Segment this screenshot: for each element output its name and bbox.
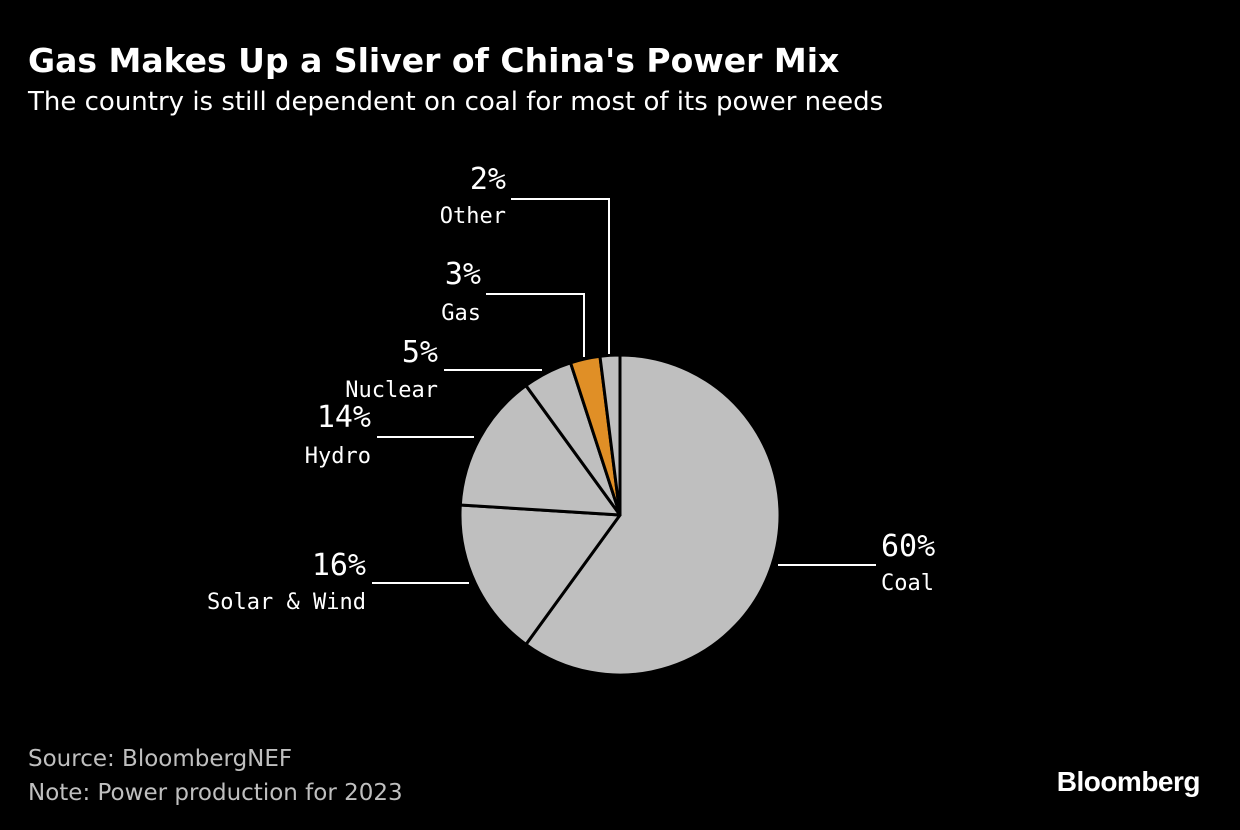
pie-slice-coal	[524, 353, 782, 677]
value-label-solar-and-wind: 16%	[312, 548, 366, 583]
pie-slice-hydro	[458, 384, 622, 517]
footer: Source: BloombergNEF Note: Power product…	[28, 742, 403, 810]
note-text: Note: Power production for 2023	[28, 780, 403, 806]
category-label-coal: Coal	[881, 571, 934, 596]
leader-line-gas	[486, 293, 585, 357]
value-label-hydro: 14%	[317, 400, 371, 435]
value-label-coal: 60%	[881, 529, 935, 564]
value-label-gas: 3%	[445, 257, 481, 292]
category-label-gas: Gas	[441, 301, 481, 326]
bloomberg-logo: Bloomberg	[1056, 766, 1201, 797]
leader-line-other	[511, 198, 610, 354]
pie-slice-solar-and-wind	[458, 503, 622, 646]
value-label-nuclear: 5%	[402, 335, 438, 370]
pie-labels: 60% Coal 16% Solar & Wind 14% Hydro 5% Nuclear 3…	[207, 162, 935, 615]
category-label-nuclear: Nuclear	[345, 378, 438, 403]
chart-title: Gas Makes Up a Sliver of China's Power M…	[28, 41, 840, 80]
category-label-hydro: Hydro	[305, 444, 371, 469]
chart-subtitle: The country is still dependent on coal f…	[28, 87, 884, 117]
category-label-other: Other	[440, 204, 506, 229]
pie-slices	[458, 353, 782, 677]
source-text: Source: BloombergNEF	[28, 746, 293, 772]
value-label-other: 2%	[470, 162, 506, 197]
pie-slice-other	[598, 353, 622, 517]
category-label-solar-and-wind: Solar & Wind	[207, 590, 366, 615]
